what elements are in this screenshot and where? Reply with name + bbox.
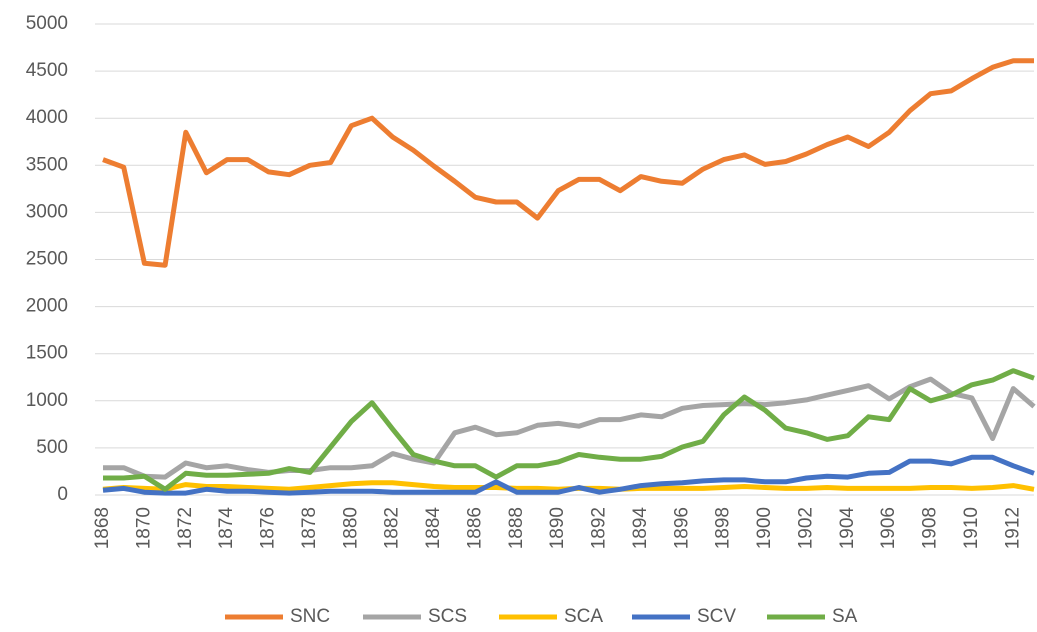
- x-tick-label: 1878: [299, 507, 320, 549]
- legend-label: SCV: [697, 606, 736, 627]
- x-tick-label: 1868: [92, 507, 113, 549]
- y-tick-label: 1500: [26, 343, 68, 364]
- y-tick-label: 5000: [26, 13, 68, 34]
- x-tick-label: 1898: [713, 507, 734, 549]
- y-tick-label: 3500: [26, 154, 68, 175]
- x-tick-label: 1894: [630, 507, 651, 550]
- x-tick-label: 1886: [464, 507, 485, 549]
- x-tick-label: 1890: [547, 507, 568, 549]
- legend-label: SNC: [290, 606, 330, 627]
- y-tick-label: 2500: [26, 249, 68, 270]
- series-line: [103, 368, 1035, 492]
- y-tick-label: 0: [57, 484, 68, 505]
- x-tick-label: 1872: [175, 507, 196, 549]
- x-tick-label: 1882: [382, 507, 403, 549]
- x-tick-label: 1904: [837, 507, 858, 550]
- y-tick-label: 4000: [26, 107, 68, 128]
- x-tick-label: 1888: [506, 507, 527, 549]
- x-tick-label: 1874: [216, 507, 237, 550]
- x-tick-label: 1900: [754, 507, 775, 549]
- x-tick-label: 1892: [589, 507, 610, 549]
- series-line: [102, 454, 1035, 496]
- y-tick-label: 3000: [26, 201, 68, 222]
- series-line: [102, 58, 1034, 268]
- legend-label: SCS: [428, 606, 467, 627]
- y-tick-label: 4500: [26, 60, 68, 81]
- x-tick-label: 1912: [1002, 507, 1023, 549]
- x-tick-label: 1870: [133, 507, 154, 549]
- x-tick-label: 1880: [340, 507, 361, 549]
- series-line: [103, 376, 1036, 480]
- x-tick-label: 1910: [961, 507, 982, 549]
- x-tick-label: 1896: [671, 507, 692, 549]
- legend-label: SCA: [564, 606, 603, 627]
- x-tick-label: 1906: [878, 507, 899, 549]
- x-tick-label: 1884: [423, 507, 444, 550]
- y-tick-label: 1000: [26, 390, 68, 411]
- y-tick-label: 2000: [26, 296, 68, 317]
- y-tick-label: 500: [36, 437, 68, 458]
- x-tick-label: 1902: [795, 507, 816, 549]
- x-tick-label: 1876: [258, 507, 279, 549]
- x-tick-label: 1908: [920, 507, 941, 549]
- legend-label: SA: [832, 606, 858, 627]
